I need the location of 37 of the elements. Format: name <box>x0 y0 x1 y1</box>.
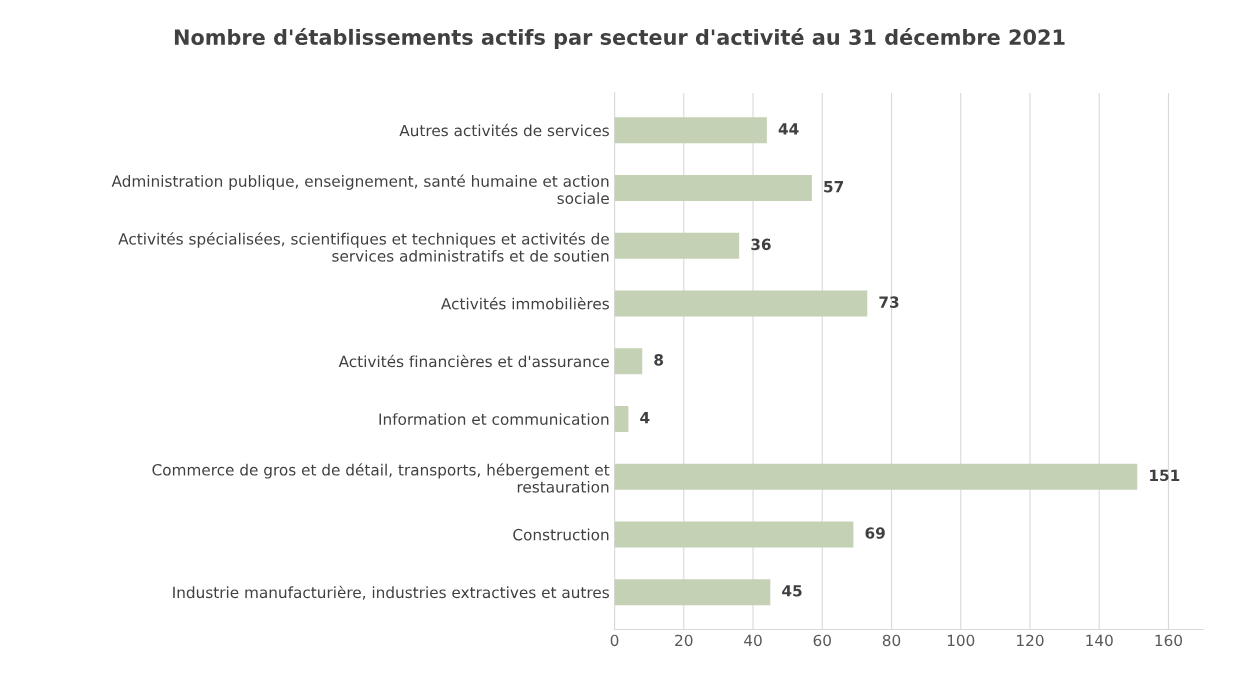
x-tick-label: 120 <box>1017 634 1044 647</box>
bar <box>614 117 767 144</box>
y-tick-label: Industrie manufacturière, industries extractives et autres <box>173 585 609 600</box>
data-label: 69 <box>865 527 885 539</box>
y-tick-label: Activités immobilières <box>441 297 609 310</box>
bar <box>614 463 1138 490</box>
data-label: 151 <box>1150 469 1180 482</box>
y-tick-label: Commerce de gros et de détail, transports, hébergement et restauration <box>152 463 610 493</box>
x-tick-label: 40 <box>744 634 762 647</box>
bar <box>614 232 740 259</box>
y-tick-label: Activités financières et d'assurance <box>338 354 609 368</box>
data-label: 45 <box>782 585 802 597</box>
bar <box>614 348 643 375</box>
bar <box>614 290 868 317</box>
y-tick-label: Construction <box>513 528 609 541</box>
x-tick-label: 0 <box>610 634 619 647</box>
x-tick-label: 160 <box>1155 634 1183 647</box>
bar <box>614 405 629 432</box>
data-label: 73 <box>879 296 899 308</box>
x-tick-label: 60 <box>813 634 831 647</box>
x-tick-label: 100 <box>947 634 975 647</box>
y-tick-label: Administration publique, enseignement, santé humaine et action sociale <box>111 174 609 205</box>
data-label: 8 <box>654 354 664 366</box>
bar <box>614 175 812 201</box>
bar <box>614 521 854 548</box>
x-tick-label: 80 <box>882 634 901 647</box>
chart-title: Nombre d'établissements actifs par secteur d'activité au 31 décembre 2021 <box>174 28 1065 50</box>
y-tick-label: Autres activités de services <box>399 123 609 137</box>
x-tick-label: 140 <box>1086 634 1113 647</box>
bar <box>614 579 771 606</box>
y-tick-label: Activités spécialisées, scientifiques et techniques et activités de services administratifs et de soutien <box>118 232 609 262</box>
data-label: 4 <box>640 412 650 424</box>
x-tick-label: 20 <box>675 634 693 647</box>
data-label: 57 <box>824 181 844 193</box>
y-tick-label: Information et communication <box>379 413 609 425</box>
data-label: 44 <box>778 123 799 135</box>
data-label: 36 <box>751 238 771 251</box>
